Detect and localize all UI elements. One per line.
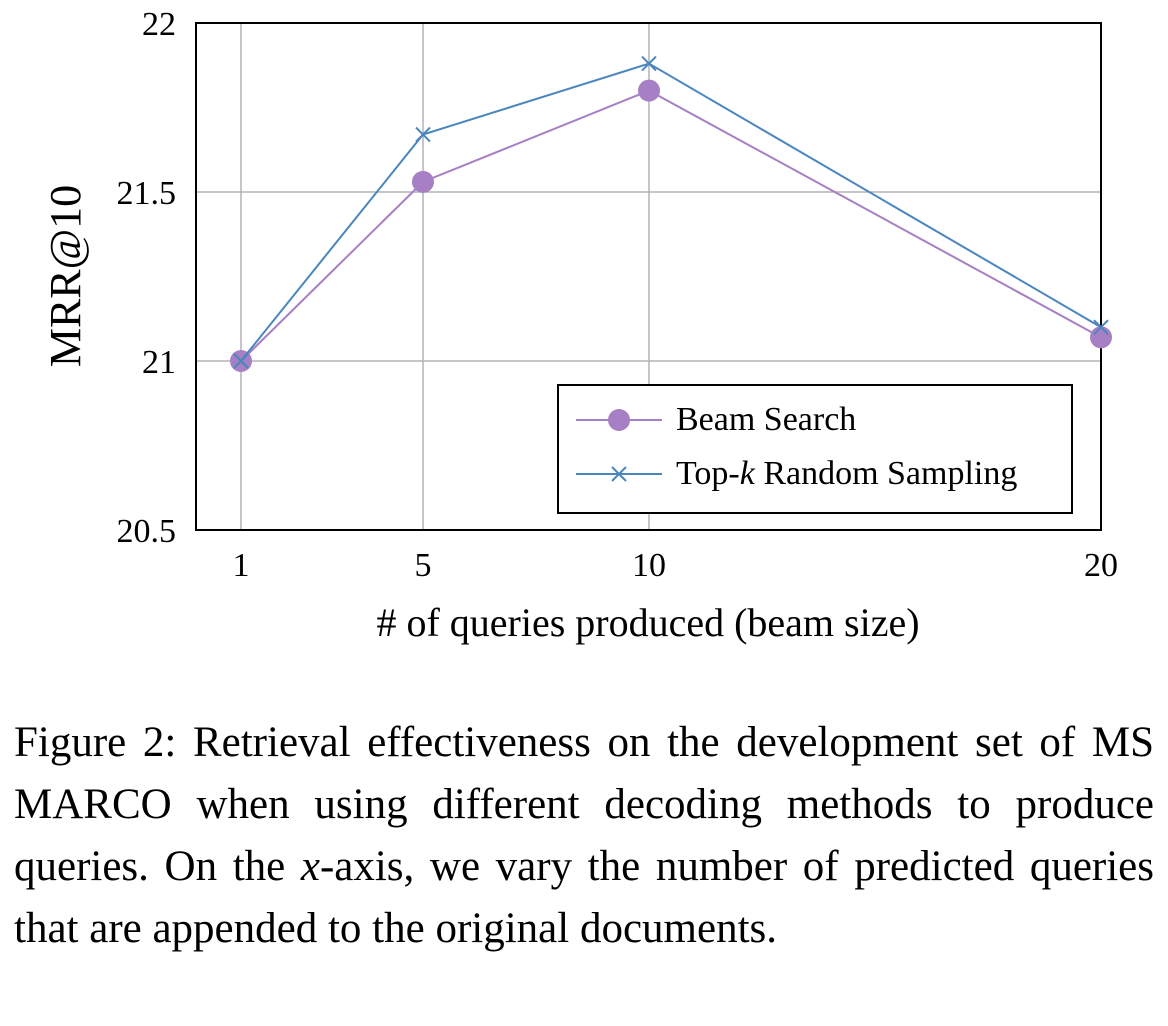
series-line-1 xyxy=(240,62,1102,362)
data-point-1-3 xyxy=(1093,319,1109,335)
legend-label-topk-suffix: Random Sampling xyxy=(755,455,1018,492)
y-tick-label-2: 21.5 xyxy=(117,175,177,212)
y-tick-labels: 20.5 21 21.5 22 xyxy=(117,6,177,550)
data-point-1-0 xyxy=(233,353,249,369)
y-tick-label-3: 22 xyxy=(142,6,176,43)
data-point-0-2 xyxy=(638,79,660,102)
x-tick-label-2: 10 xyxy=(632,547,666,584)
legend-label-topk-sampling: Top-k Random Sampling xyxy=(676,455,1017,492)
legend-label-topk-italic: k xyxy=(740,455,756,492)
data-point-0-3 xyxy=(1090,326,1112,349)
x-tick-label-0: 1 xyxy=(233,547,250,584)
series-line-0 xyxy=(240,89,1102,362)
series-group xyxy=(230,55,1112,372)
data-point-0-1 xyxy=(412,170,434,193)
figure-caption: Figure 2: Retrieval effectiveness on the… xyxy=(14,712,1154,960)
legend-label-beam-search: Beam Search xyxy=(676,401,856,438)
legend-box xyxy=(557,384,1073,514)
y-tick-label-1: 21 xyxy=(142,344,176,381)
legend-marker-beam-search xyxy=(608,409,630,431)
legend-label-topk-prefix: Top- xyxy=(676,455,740,492)
data-point-1-2 xyxy=(641,55,657,72)
caption-text-2: -axis, we vary the number of predicted q… xyxy=(14,843,1154,952)
data-point-1-1 xyxy=(415,126,431,143)
y-tick-label-0: 20.5 xyxy=(117,513,177,550)
caption-text-1: Figure 2: Retrieval effectiveness on the… xyxy=(14,719,1154,890)
x-tick-label-3: 20 xyxy=(1084,547,1118,584)
y-axis-label: MRR@10 xyxy=(41,185,90,367)
chart: 1 5 10 20 20.5 21 21.5 22 # of queries produce… xyxy=(41,6,1119,645)
x-tick-labels: 1 5 10 20 xyxy=(233,547,1119,584)
legend-marker-topk-sampling xyxy=(611,466,627,482)
plot-frame xyxy=(195,22,1102,531)
legend: Beam Search Top-k Random Sampling xyxy=(557,384,1073,514)
caption-italic-x: x xyxy=(300,843,320,890)
x-tick-label-1: 5 xyxy=(415,547,432,584)
x-axis-label: # of queries produced (beam size) xyxy=(376,600,919,645)
